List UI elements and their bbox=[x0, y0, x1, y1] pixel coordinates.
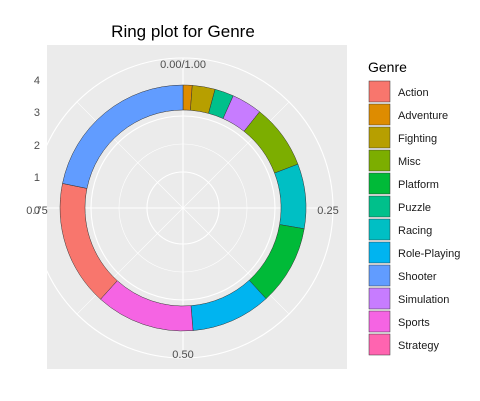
legend-key-sports bbox=[368, 310, 391, 333]
legend-key-racing bbox=[368, 218, 391, 241]
legend-label-fighting: Fighting bbox=[398, 133, 437, 145]
legend-key-adventure bbox=[368, 103, 391, 126]
legend-label-role-playing: Role-Playing bbox=[398, 248, 460, 260]
radial-tick-label: 2 bbox=[34, 140, 40, 152]
angle-tick-label: 0.00/1.00 bbox=[160, 59, 206, 71]
ring-slice-shooter bbox=[62, 84, 184, 189]
axis-ticks: 0 1 2 3 4 0.00/1.00 0.25 0.50 0.75 bbox=[26, 59, 338, 361]
legend-key-shooter bbox=[368, 264, 391, 287]
ring-slices bbox=[59, 84, 307, 332]
legend-label-action: Action bbox=[398, 87, 429, 99]
legend-label-platform: Platform bbox=[398, 179, 439, 191]
legend-key-puzzle bbox=[368, 195, 391, 218]
legend-label-adventure: Adventure bbox=[398, 110, 448, 122]
polar-grid bbox=[32, 57, 334, 359]
legend-label-racing: Racing bbox=[398, 225, 432, 237]
angle-tick-label: 0.25 bbox=[317, 205, 338, 217]
legend-key-role-playing bbox=[368, 241, 391, 264]
legend-label-shooter: Shooter bbox=[398, 271, 437, 283]
radial-tick-label: 3 bbox=[34, 107, 40, 119]
grid-spoke bbox=[182, 207, 290, 315]
legend-label-strategy: Strategy bbox=[398, 340, 439, 352]
legend-key-action bbox=[368, 80, 391, 103]
legend-key-strategy bbox=[368, 333, 391, 356]
grid-spoke bbox=[76, 207, 184, 315]
legend-title: Genre bbox=[368, 59, 407, 75]
angle-tick-label: 0.50 bbox=[172, 349, 193, 361]
grid-spoke bbox=[76, 101, 184, 209]
legend-key-misc bbox=[368, 149, 391, 172]
legend-key-platform bbox=[368, 172, 391, 195]
legend-label-misc: Misc bbox=[398, 156, 421, 168]
legend-label-sports: Sports bbox=[398, 317, 430, 329]
legend-label-puzzle: Puzzle bbox=[398, 202, 431, 214]
legend-label-simulation: Simulation bbox=[398, 294, 449, 306]
radial-tick-label: 0 bbox=[34, 205, 40, 217]
chart-title: Ring plot for Genre bbox=[111, 22, 255, 41]
legend-key-simulation bbox=[368, 287, 391, 310]
grid-spoke bbox=[182, 101, 290, 209]
legend-key-fighting bbox=[368, 126, 391, 149]
radial-tick-label: 1 bbox=[34, 172, 40, 184]
legend: Action Adventure Fighting Misc Platform Puzzl… bbox=[368, 80, 460, 356]
radial-tick-label: 4 bbox=[34, 75, 40, 87]
angle-tick-label: 0.75 bbox=[26, 205, 47, 217]
